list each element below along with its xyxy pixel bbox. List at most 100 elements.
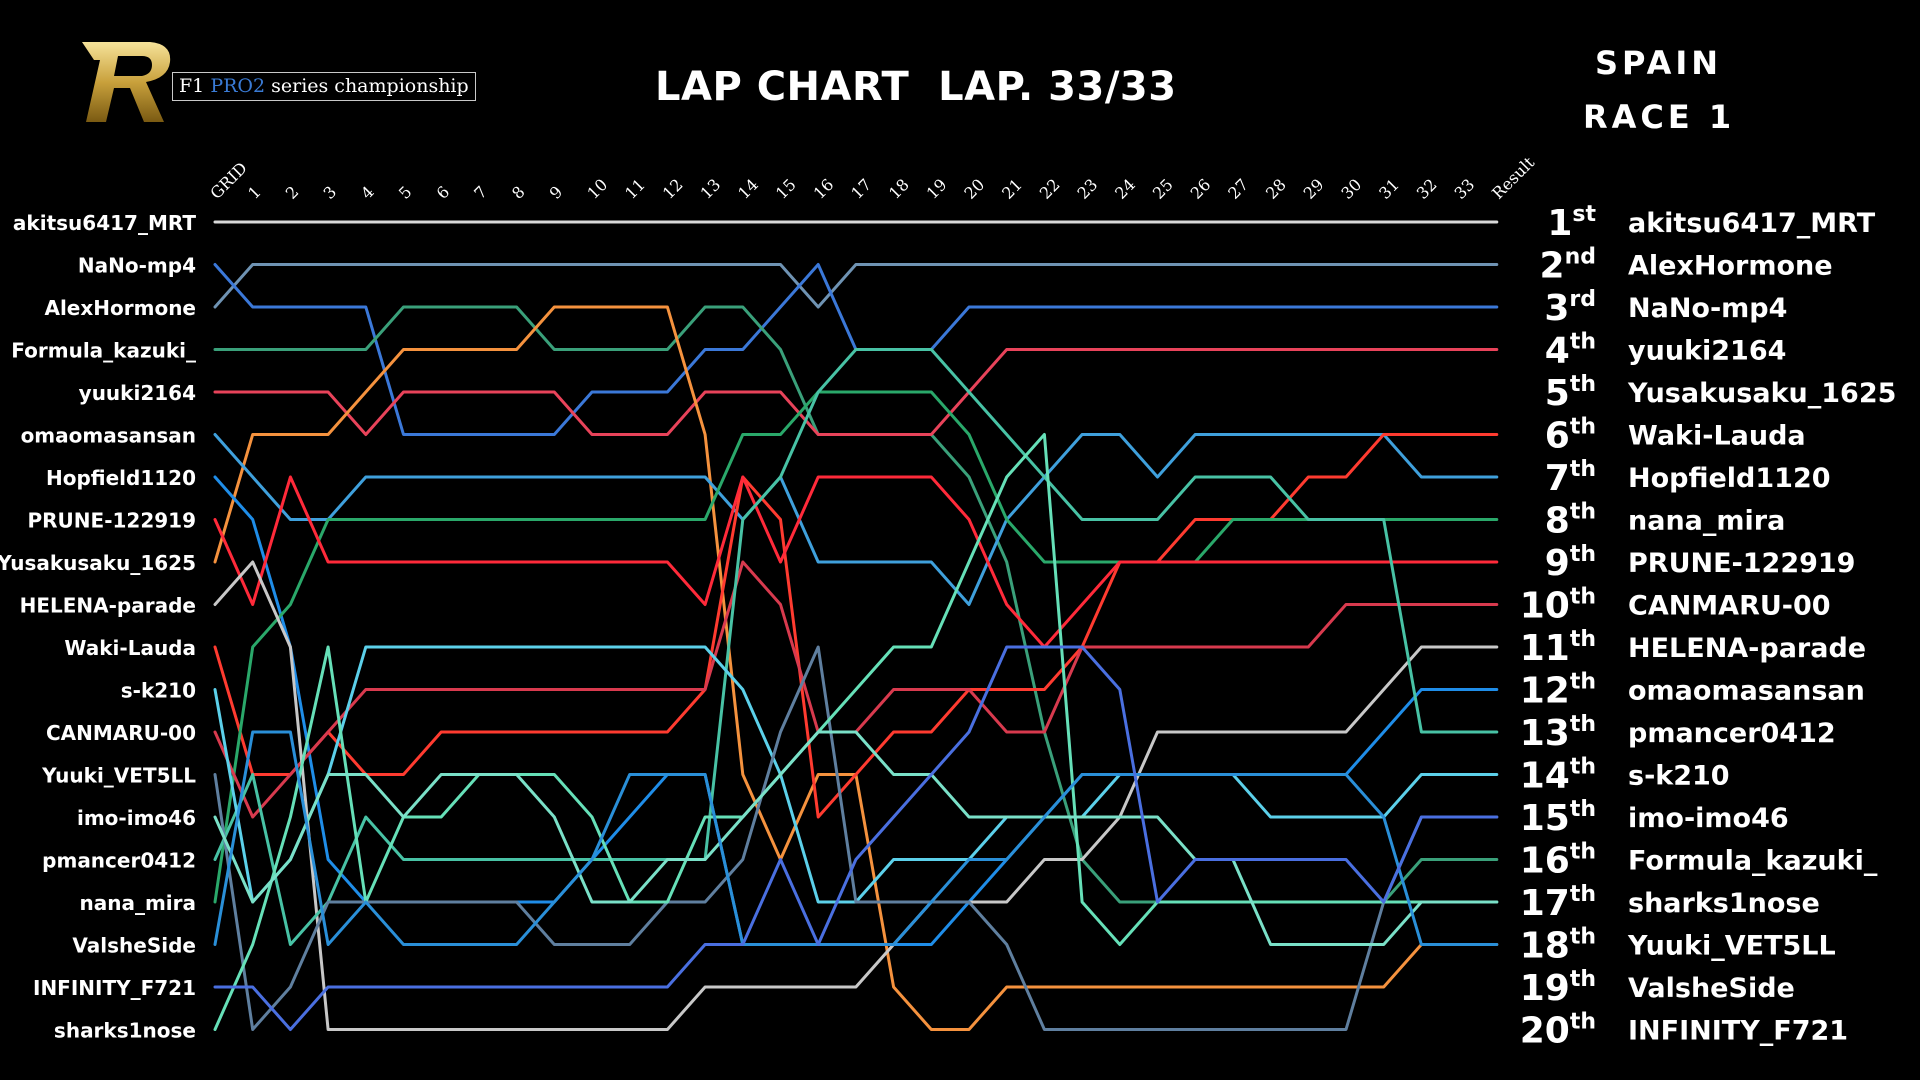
x-tick-label: 4 <box>357 182 378 203</box>
grid-driver-label: sharks1nose <box>54 1019 196 1043</box>
series-line <box>213 645 1499 1031</box>
result-driver-label: Formula_kazuki_ <box>1628 846 1878 877</box>
result-position-label: 6th <box>1545 415 1596 457</box>
result-position-label: 18th <box>1520 925 1596 967</box>
result-driver-label: INFINITY_F721 <box>1628 1016 1848 1047</box>
result-driver-label: yuuki2164 <box>1628 336 1786 367</box>
result-driver-label: NaNo-mp4 <box>1628 293 1787 324</box>
chart-title: LAP CHART LAP. 33/33 <box>655 64 1177 110</box>
grid-driver-label: CANMARU-00 <box>46 721 196 745</box>
grid-driver-label: Yuuki_VET5LL <box>41 764 196 788</box>
result-position-label: 1st <box>1547 202 1596 244</box>
x-tick-label: 11 <box>621 175 649 203</box>
result-position-label: 13th <box>1520 712 1596 754</box>
grid-driver-label: s-k210 <box>121 679 196 703</box>
result-position-label: 15th <box>1520 797 1596 839</box>
result-driver-label: ValsheSide <box>1628 973 1795 1004</box>
result-driver-label: nana_mira <box>1628 506 1785 537</box>
series-line <box>213 348 1499 436</box>
grid-driver-label: omaomasansan <box>21 424 196 448</box>
result-driver-label: sharks1nose <box>1628 888 1820 919</box>
x-tick-label: 31 <box>1375 175 1403 203</box>
x-tick-label: 13 <box>696 175 724 203</box>
x-tick-label: 12 <box>659 175 687 203</box>
x-tick-label: 30 <box>1337 175 1365 203</box>
grid-driver-label: pmancer0412 <box>42 849 196 873</box>
grid-driver-label: akitsu6417_MRT <box>13 211 196 235</box>
series-line <box>213 730 1499 946</box>
result-position-label: 20th <box>1520 1010 1596 1052</box>
x-tick-label: 14 <box>734 175 762 203</box>
logo-badge: F1 PRO2 series championship <box>172 72 476 101</box>
grid-driver-label: Yusakusaku_1625 <box>0 551 196 575</box>
race-country: SPAIN <box>1595 44 1723 82</box>
race-name: RACE 1 <box>1583 98 1736 136</box>
result-driver-label: Yusakusaku_1625 <box>1627 378 1896 409</box>
x-tick-label: 10 <box>583 175 611 203</box>
x-tick-label: 5 <box>395 182 416 203</box>
grid-driver-label: nana_mira <box>79 891 196 915</box>
grid-driver-label: ValsheSide <box>72 934 196 958</box>
grid-driver-label: imo-imo46 <box>77 806 196 830</box>
grid-driver-label: Waki-Lauda <box>64 636 196 660</box>
x-tick-label: GRID <box>206 158 251 203</box>
result-driver-label: AlexHormone <box>1628 251 1833 282</box>
x-tick-label: 16 <box>810 175 838 203</box>
grid-driver-label: INFINITY_F721 <box>33 976 196 1000</box>
result-position-label: 5th <box>1545 372 1596 414</box>
grid-driver-label: Formula_kazuki_ <box>11 339 196 363</box>
result-driver-labels: akitsu6417_MRT AlexHormone NaNo-mp4 yuuki21… <box>1627 208 1896 1047</box>
result-position-label: 10th <box>1520 585 1596 627</box>
result-driver-label: s-k210 <box>1628 761 1730 792</box>
x-tick-label: 7 <box>470 182 491 203</box>
result-position-label: 2nd <box>1540 245 1596 287</box>
result-position-label: 14th <box>1520 755 1596 797</box>
series-line <box>213 433 1499 606</box>
grid-driver-label: PRUNE-122919 <box>28 509 197 533</box>
x-tick-label: 18 <box>885 175 913 203</box>
result-position-label: 3rd <box>1544 287 1596 329</box>
x-tick-label: 33 <box>1450 175 1478 203</box>
x-tick-label: 32 <box>1413 175 1441 203</box>
x-tick-label: 23 <box>1073 175 1101 203</box>
grid-driver-labels: akitsu6417_MRT NaNo-mp4 AlexHormone Formula… <box>0 211 196 1043</box>
result-position-label: 12th <box>1520 670 1596 712</box>
x-tick-label: 27 <box>1224 175 1252 203</box>
series-line <box>213 305 1499 1031</box>
result-position-label: 11th <box>1520 627 1596 669</box>
result-position-label: 8th <box>1545 500 1596 542</box>
result-position-label: 7th <box>1545 457 1596 499</box>
x-tick-label: 1 <box>244 182 265 203</box>
x-tick-label: 9 <box>546 182 567 203</box>
x-tick-label: 26 <box>1187 175 1215 203</box>
result-driver-label: Hopfield1120 <box>1628 463 1831 494</box>
x-tick-label: 29 <box>1300 175 1328 203</box>
x-tick-label: 19 <box>923 175 951 203</box>
result-driver-label: imo-imo46 <box>1628 803 1789 834</box>
series-line <box>213 645 1499 1031</box>
result-position-labels: 1st2nd3rd4th5th6th7th8th9th10th11th12th1… <box>1520 202 1597 1052</box>
series-lines <box>213 220 1499 1031</box>
x-tick-label: 3 <box>319 182 340 203</box>
result-position-label: 16th <box>1520 840 1596 882</box>
x-tick-label: 28 <box>1262 175 1290 203</box>
result-driver-label: omaomasansan <box>1628 676 1865 707</box>
x-tick-label: 17 <box>847 175 875 203</box>
result-position-label: 9th <box>1545 542 1596 584</box>
result-driver-label: Waki-Lauda <box>1628 421 1806 452</box>
x-tick-label: 2 <box>282 182 303 203</box>
series-line <box>213 433 1499 1031</box>
x-tick-label: 20 <box>960 175 988 203</box>
series-line <box>213 433 1499 819</box>
result-driver-label: akitsu6417_MRT <box>1628 208 1876 239</box>
series-line <box>213 475 1499 649</box>
result-position-label: 4th <box>1545 330 1596 372</box>
result-driver-label: Yuuki_VET5LL <box>1627 931 1836 962</box>
x-tick-label: 6 <box>433 182 454 203</box>
series-line <box>213 560 1499 1031</box>
x-tick-label: Result <box>1488 153 1538 203</box>
result-driver-label: HELENA-parade <box>1628 633 1866 664</box>
series-line <box>213 263 1499 309</box>
